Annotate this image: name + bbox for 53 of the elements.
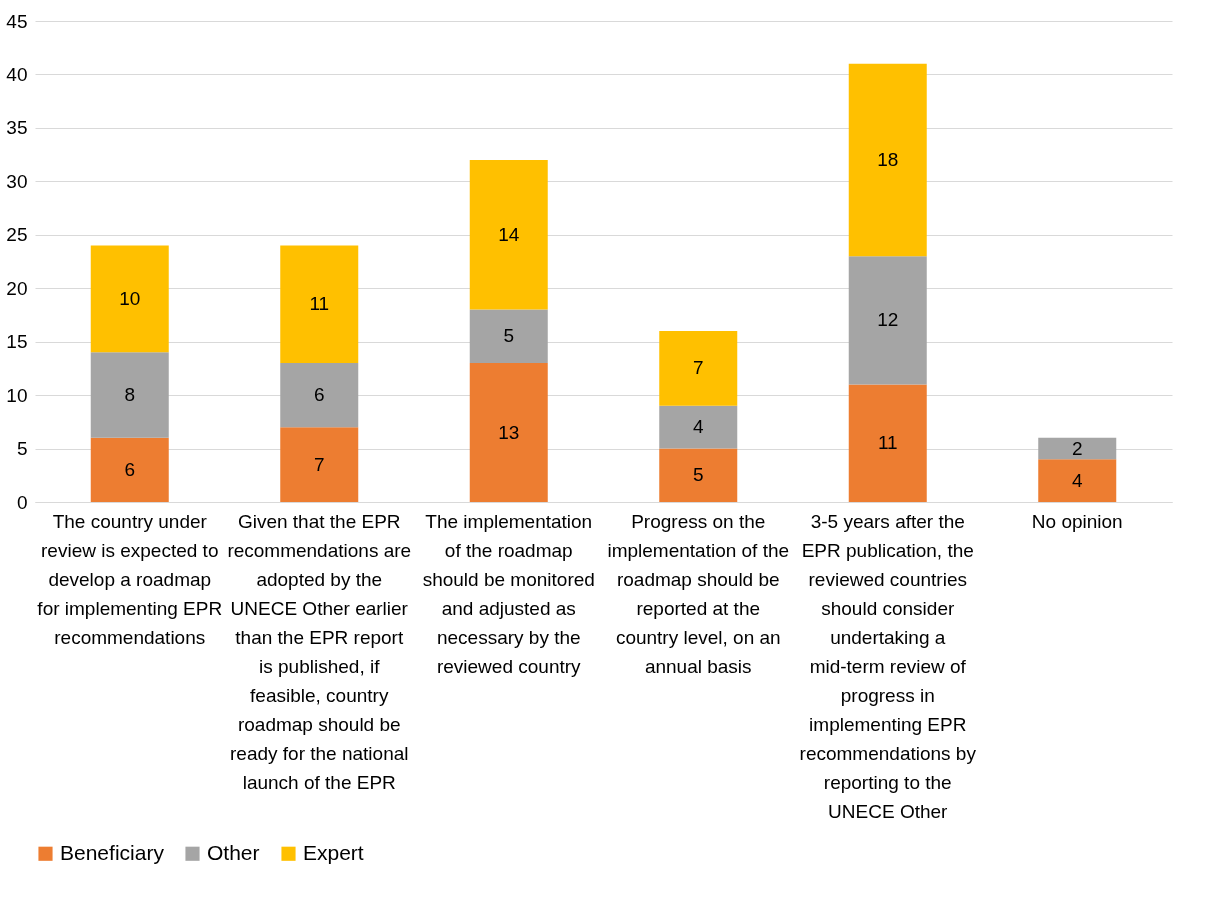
legend-label: Expert <box>303 840 364 864</box>
bar <box>848 63 927 257</box>
bar <box>659 448 738 502</box>
data-label: 5 <box>692 464 704 486</box>
bar <box>280 363 359 428</box>
bar <box>469 363 548 502</box>
bar <box>659 405 738 449</box>
bar <box>90 352 169 438</box>
data-label: 12 <box>877 309 899 331</box>
bar <box>90 437 169 502</box>
y-tick-label: 40 <box>6 63 28 85</box>
x-tick-label: No opinion <box>1031 510 1123 532</box>
data-label: 10 <box>119 287 141 309</box>
data-label: 5 <box>503 325 515 347</box>
bar <box>469 309 548 364</box>
bar <box>1038 459 1117 502</box>
x-tick-label: The country under review is expected to develop a roadmap for implementing EPR recommendations <box>37 510 223 648</box>
data-label: 6 <box>313 384 325 406</box>
y-tick-label: 35 <box>6 117 28 139</box>
legend-label: Beneficiary <box>60 840 165 864</box>
y-tick-label: 0 <box>16 491 28 513</box>
bar <box>848 384 927 502</box>
legend-label: Other <box>207 840 260 864</box>
data-label: 13 <box>498 421 520 443</box>
bar <box>469 159 548 310</box>
data-label: 4 <box>692 416 704 438</box>
category-label: Given that the EPR recommendations are adopted by the UNECE Other earlier than the EPR report is published, if feasible, country roadmap should be ready for the national launch of the EPR <box>227 510 412 793</box>
data-label: 18 <box>877 148 899 170</box>
x-tick-label: Progress on the implementation of the roadmap should be reported at the country level, on an annual basis <box>607 510 790 677</box>
category-label: 3-5 years after the EPR publication, the reviewed countries should consider undertaking a mid-term review of progress in implementing EPR recommendations by reporting to the UNECE Other <box>799 510 976 822</box>
bar <box>280 245 359 364</box>
data-label: 8 <box>124 384 136 406</box>
data-label: 4 <box>1071 469 1083 491</box>
y-tick-label: 25 <box>6 224 28 246</box>
y-tick-label: 15 <box>6 331 28 353</box>
data-label: 7 <box>692 357 704 379</box>
x-tick-label: The implementation of the roadmap should be monitored and adjusted as necessary by the reviewed country <box>422 510 595 677</box>
bar <box>848 256 927 385</box>
data-label: 2 <box>1071 437 1083 459</box>
bar <box>90 245 169 353</box>
data-label: 6 <box>124 458 136 480</box>
data-label: 7 <box>313 453 325 475</box>
y-tick-label: 45 <box>6 10 28 32</box>
bar <box>659 330 738 406</box>
bar <box>280 427 359 502</box>
data-label: 11 <box>877 432 898 454</box>
y-tick-label: 10 <box>6 384 28 406</box>
data-label: 11 <box>309 293 330 315</box>
y-tick-label: 30 <box>6 170 28 192</box>
data-label: 14 <box>498 223 520 245</box>
bar <box>1038 437 1117 460</box>
y-tick-label: 5 <box>16 438 28 460</box>
y-tick-label: 20 <box>6 277 28 299</box>
